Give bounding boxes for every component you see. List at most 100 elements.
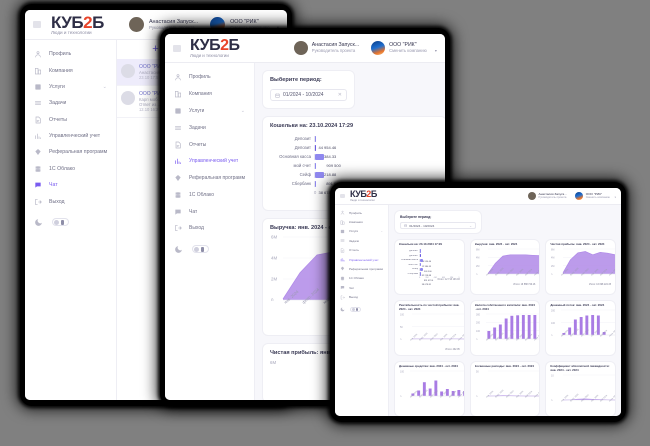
chat-thread-item[interactable]: ООО "РИК" Карп моб... Ответ из ... 12.10 16…: [117, 86, 194, 118]
sidebar-item-10[interactable]: Выход: [335, 292, 388, 301]
sidebar-item-2[interactable]: Компания: [165, 86, 254, 103]
dark-mode-toggle[interactable]: [52, 218, 69, 227]
svg-text:4M: 4M: [271, 255, 277, 260]
logo-text-tail: Б: [92, 12, 104, 32]
thread-name: ООО "РИК": [139, 91, 166, 97]
sidebar-item-label: Выход: [49, 198, 65, 205]
sidebar-item-2[interactable]: Компания: [335, 217, 388, 226]
sidebar-item-2[interactable]: Компания: [25, 62, 116, 78]
building-icon: [174, 90, 182, 98]
sidebar-item-4[interactable]: Задачи: [335, 236, 388, 245]
sidebar-item-label: 1С Облако: [349, 276, 365, 281]
sidebar-item-6[interactable]: Управленческий учет: [25, 128, 116, 144]
svg-text:10: 10: [551, 374, 554, 377]
x-tick: 8M: [450, 277, 454, 280]
sidebar-item-label: Услуги: [349, 229, 359, 234]
sidebar-item-10[interactable]: Выход: [165, 220, 254, 237]
moon-icon: [340, 307, 345, 312]
card-title: Кошельки на: 23.10.2024 17:29: [399, 243, 442, 246]
bar-row: Депозит 44 954.46: [270, 134, 439, 150]
company-menu[interactable]: ООО "РИК" Сменить компанию ▾: [574, 192, 616, 200]
dark-mode-row[interactable]: [165, 245, 254, 254]
card-title: Валюта собственного капитала: янв. 2024 …: [474, 304, 535, 311]
sidebar-item-5[interactable]: Отчеты: [335, 246, 388, 255]
bar-label: мой счет: [293, 163, 312, 168]
sidebar-item-6[interactable]: Управленческий учет: [335, 255, 388, 264]
diamond-icon: [174, 174, 182, 182]
sidebar-item-3[interactable]: Услуги ⌄: [25, 79, 116, 95]
chevron-down-icon[interactable]: ▾: [434, 47, 437, 53]
period-input[interactable]: 01/2024 - 10/2024 ⌄: [400, 222, 476, 229]
user-menu[interactable]: Анастасия Запуск... Руководитель проекта: [527, 192, 567, 200]
logo-text-tail: Б: [228, 36, 241, 54]
bar-label: Сбербанк: [407, 273, 418, 276]
area-chart-svg: 0 2M 4M 6M: [476, 248, 540, 275]
user-menu[interactable]: Анастасия Запуск... Руководитель проекта: [128, 17, 198, 32]
sidebar-item-4[interactable]: Задачи: [25, 95, 116, 111]
dark-mode-row[interactable]: [25, 218, 116, 227]
sidebar-item-1[interactable]: Профиль: [25, 46, 116, 62]
card-title: Коэффициент абсолютной ликвидности: янв.…: [550, 365, 610, 372]
sidebar-item-8[interactable]: 1С Облако: [165, 186, 254, 203]
menu-toggle-icon[interactable]: [173, 44, 181, 52]
chevron-down-icon[interactable]: ▾: [614, 196, 616, 200]
sidebar-item-1[interactable]: Профиль: [335, 208, 388, 217]
svg-text:0: 0: [476, 338, 478, 340]
company-switch-text: Сменить компанию: [389, 47, 427, 53]
sidebar-item-8[interactable]: 1С Облако: [335, 274, 388, 283]
period-value: 01/2024 - 10/2024: [283, 92, 324, 98]
sidebar-item-3[interactable]: Услуги ⌄: [165, 103, 254, 120]
dark-mode-toggle[interactable]: [350, 306, 361, 312]
bar-row: Депозит 12 384.33: [270, 143, 439, 159]
user-name: Анастасия Запуск...: [311, 41, 360, 48]
menu-toggle-icon[interactable]: [33, 21, 41, 28]
user-menu[interactable]: Анастасия Запуск... Руководитель проекта: [293, 41, 360, 55]
sidebar-item-9[interactable]: Чат: [165, 203, 254, 220]
sidebar-item-6[interactable]: Управленческий учет: [165, 153, 254, 170]
sidebar-item-5[interactable]: Отчеты: [25, 112, 116, 128]
sidebar-item-5[interactable]: Отчеты: [165, 136, 254, 153]
sidebar-item-3[interactable]: Услуги ⌄: [335, 227, 388, 236]
period-card-title: Выберите период:: [400, 215, 432, 219]
chevron-down-icon[interactable]: ⌄: [469, 223, 472, 228]
sidebar-item-8[interactable]: 1С Облако: [25, 161, 116, 177]
close-icon[interactable]: ✕: [337, 92, 342, 98]
x-tick: 0: [419, 277, 421, 280]
dark-mode-toggle[interactable]: [192, 245, 209, 254]
sidebar-item-label: Отчеты: [349, 248, 360, 253]
sidebar-item-label: Профиль: [49, 51, 72, 58]
dark-mode-row[interactable]: [335, 306, 388, 312]
svg-text:0: 0: [476, 395, 478, 397]
user-role: Руководитель проекта: [311, 47, 356, 53]
menu-toggle-icon[interactable]: [340, 194, 345, 198]
card-title: Косвенные расходы: янв. 2024 - окт. 2024: [474, 365, 534, 368]
sidebar-item-4[interactable]: Задачи: [165, 119, 254, 136]
bar-row: Депозит 12 384.33: [399, 253, 460, 268]
logo-subtitle: Люди и технологии: [350, 198, 375, 203]
document-icon: [174, 141, 182, 149]
svg-text:0: 0: [551, 334, 553, 336]
sidebar-item-9[interactable]: Чат: [335, 283, 388, 292]
svg-text:0: 0: [551, 399, 553, 401]
x-tick: 2M: [425, 277, 429, 280]
sidebar-item-1[interactable]: Профиль: [165, 69, 254, 86]
chevron-down-icon[interactable]: ⌄: [240, 107, 245, 114]
bar-value: 38 678.81: [318, 189, 337, 195]
sidebar-item-7[interactable]: Реферальная программа: [335, 264, 388, 273]
company-menu[interactable]: ООО "РИК" Сменить компанию ▾: [371, 41, 437, 55]
logo-text-accent: 2: [83, 12, 93, 32]
chevron-down-icon[interactable]: ▾: [277, 25, 279, 30]
bar-value: 82 218.88: [421, 275, 432, 278]
chevron-down-icon[interactable]: ⌄: [380, 229, 383, 234]
sidebar-item-7[interactable]: Реферальная программа: [25, 144, 116, 160]
period-input[interactable]: 01/2024 - 10/2024 ✕: [270, 89, 347, 101]
new-chat-icon[interactable]: +: [152, 43, 159, 55]
bar-value: 82 218.88: [318, 171, 337, 177]
sidebar-item-9[interactable]: Чат: [25, 177, 116, 193]
sidebar-item-10[interactable]: Выход: [25, 193, 116, 209]
card-title: Рентабельность по чистой прибыли: янв. 2…: [399, 304, 460, 311]
chevron-down-icon[interactable]: ⌄: [102, 83, 107, 90]
sidebar-item-7[interactable]: Реферальная программа: [165, 170, 254, 187]
sidebar-nav: Профиль Компания Услуги ⌄ Задачи Отчеты Управл…: [335, 208, 388, 302]
chart-total: Итого: 16 098 224.45: [589, 283, 611, 286]
